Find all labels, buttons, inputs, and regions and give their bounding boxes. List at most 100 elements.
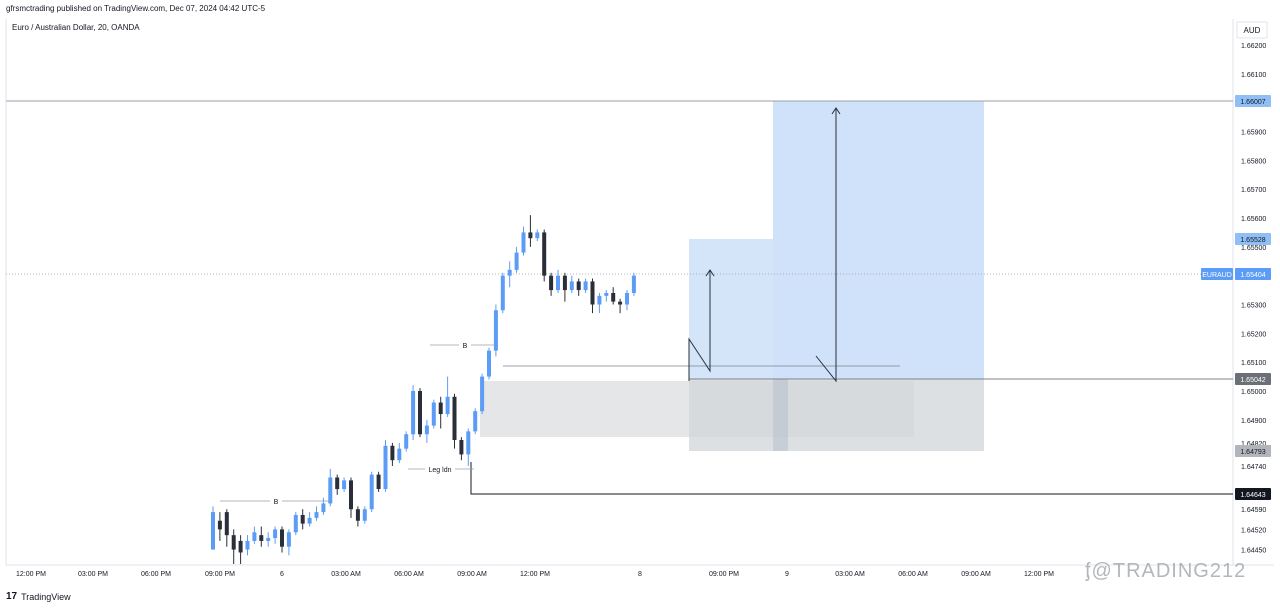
low-level-line[interactable] xyxy=(470,462,1233,495)
projection-path-small[interactable] xyxy=(688,269,715,381)
candle-body xyxy=(549,275,554,291)
candle[interactable] xyxy=(224,509,229,547)
candle[interactable] xyxy=(556,269,560,293)
candle[interactable] xyxy=(238,535,243,564)
candle[interactable] xyxy=(266,532,271,547)
candle-body xyxy=(473,411,478,432)
candle-body xyxy=(321,503,326,513)
candle[interactable] xyxy=(590,278,595,314)
symbol-title[interactable]: Euro / Australian Dollar, 20, OANDA xyxy=(12,23,140,32)
candle[interactable] xyxy=(576,278,581,296)
candle[interactable] xyxy=(473,408,478,435)
candle[interactable] xyxy=(321,497,326,515)
candle[interactable] xyxy=(349,477,353,518)
candle[interactable] xyxy=(390,442,395,466)
candle[interactable] xyxy=(376,471,381,492)
candle[interactable] xyxy=(314,506,319,521)
price-tag-entry[interactable]: 1.65042 xyxy=(1235,373,1271,385)
candle[interactable] xyxy=(424,419,429,443)
candle[interactable] xyxy=(328,468,333,507)
candle[interactable] xyxy=(293,512,298,536)
candle[interactable] xyxy=(211,506,215,550)
candle[interactable] xyxy=(631,272,636,296)
candle[interactable] xyxy=(618,298,623,314)
candle[interactable] xyxy=(252,526,257,544)
candles-group[interactable] xyxy=(211,215,636,564)
currency-label: AUD xyxy=(1244,26,1261,35)
overlap-strip xyxy=(773,379,788,451)
candle[interactable] xyxy=(438,396,443,429)
candle-body xyxy=(459,440,464,455)
candle[interactable] xyxy=(521,226,526,256)
candle[interactable] xyxy=(342,477,347,492)
candle[interactable] xyxy=(549,272,554,296)
candle[interactable] xyxy=(562,272,567,302)
price-tag-stop[interactable]: 1.64793 xyxy=(1235,445,1271,457)
price-tag-current[interactable]: EURAUD 1.65404 xyxy=(1201,268,1271,280)
candle[interactable] xyxy=(452,393,457,449)
candle-body xyxy=(493,310,498,351)
candle[interactable] xyxy=(535,229,540,242)
candle-body xyxy=(487,350,491,377)
candle[interactable] xyxy=(500,272,505,314)
candle-body xyxy=(335,477,340,490)
price-tag-target[interactable]: 1.66007 xyxy=(1235,95,1271,107)
candle[interactable] xyxy=(383,440,388,492)
candle[interactable] xyxy=(280,526,284,553)
candle[interactable] xyxy=(231,529,236,564)
time-axis[interactable]: 12:00 PM 03:00 PM 06:00 PM 09:00 PM 6 03:00 A… xyxy=(16,571,1054,578)
price-tag-low[interactable]: 1.64643 xyxy=(1235,488,1271,500)
candle[interactable] xyxy=(514,246,519,273)
candle[interactable] xyxy=(569,275,574,293)
price-tag-target-text: 1.66007 xyxy=(1240,99,1265,106)
target-zone-large[interactable] xyxy=(773,101,984,379)
candle[interactable] xyxy=(445,376,450,417)
candle[interactable] xyxy=(397,442,402,464)
candle[interactable] xyxy=(259,526,264,547)
candle[interactable] xyxy=(431,399,436,429)
candle-body xyxy=(224,512,229,536)
candle[interactable] xyxy=(369,471,374,513)
candle-body xyxy=(466,431,471,455)
candle[interactable] xyxy=(418,388,422,438)
candle[interactable] xyxy=(273,526,278,544)
candle[interactable] xyxy=(245,535,250,556)
candle[interactable] xyxy=(300,509,305,530)
candle[interactable] xyxy=(528,215,533,247)
candle[interactable] xyxy=(404,431,409,452)
annotation-break-upper[interactable]: B xyxy=(463,343,468,350)
candle[interactable] xyxy=(286,529,291,556)
price-tick-label: 1.66100 xyxy=(1241,72,1266,79)
candle[interactable] xyxy=(466,428,471,466)
candle[interactable] xyxy=(335,474,340,495)
candle[interactable] xyxy=(611,287,616,305)
candle[interactable] xyxy=(487,347,491,380)
candle[interactable] xyxy=(583,278,588,293)
candle[interactable] xyxy=(493,304,498,357)
projection-path-large[interactable] xyxy=(815,107,841,383)
candle[interactable] xyxy=(217,512,222,541)
candle[interactable] xyxy=(507,261,512,288)
candle[interactable] xyxy=(542,229,547,282)
candle[interactable] xyxy=(362,506,367,524)
candle[interactable] xyxy=(355,506,360,527)
candle-body xyxy=(390,445,395,461)
annotation-leg[interactable]: Leg ldn xyxy=(429,467,452,474)
candle[interactable] xyxy=(625,290,629,311)
footer-brand[interactable]: 17 TradingView xyxy=(6,591,71,602)
candle[interactable] xyxy=(604,290,609,302)
annotation-break-lower[interactable]: B xyxy=(274,499,279,506)
target-zone-small[interactable] xyxy=(689,239,788,379)
price-tag-target-small[interactable]: 1.65528 xyxy=(1235,233,1271,245)
long-position-tool[interactable] xyxy=(480,101,984,451)
price-axis[interactable]: 1.66200 1.66100 1.65900 1.65800 1.65700 1.656… xyxy=(1241,43,1266,555)
candle[interactable] xyxy=(597,292,602,314)
candle[interactable] xyxy=(459,437,464,461)
candle[interactable] xyxy=(307,512,312,527)
candle-body xyxy=(349,480,353,510)
currency-box[interactable] xyxy=(1236,21,1268,39)
candle[interactable] xyxy=(411,385,416,441)
demand-zone[interactable] xyxy=(480,381,914,437)
candle[interactable] xyxy=(480,373,485,415)
